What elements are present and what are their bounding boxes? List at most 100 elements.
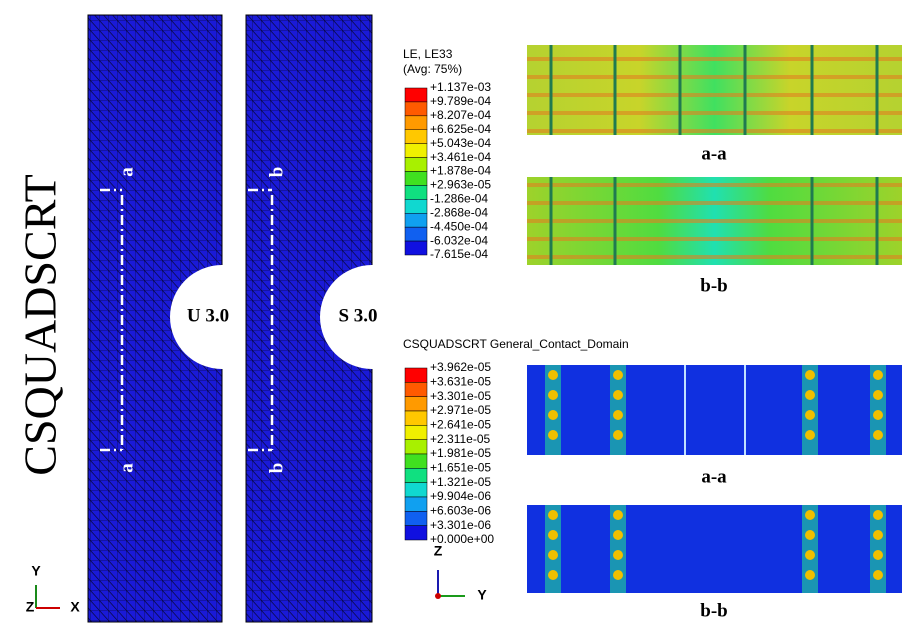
- mesh-panel: S 3.0 b b: [245, 14, 424, 623]
- color-band: [404, 143, 428, 158]
- hot-spot: [873, 550, 883, 560]
- legend-label: +2.971e-05: [430, 403, 491, 417]
- legend-label: +6.625e-04: [430, 122, 491, 136]
- legend-label: -1.286e-04: [430, 192, 488, 206]
- hot-spot: [548, 510, 558, 520]
- contour-plot: a-a b-b: [527, 365, 902, 621]
- hot-spot: [613, 550, 623, 560]
- hot-spot: [805, 430, 815, 440]
- color-band: [404, 115, 428, 131]
- color-band: [404, 396, 428, 412]
- hot-band: [610, 505, 626, 593]
- axis-label: Z: [26, 599, 35, 615]
- hot-spots: [545, 365, 886, 593]
- legend-label: +9.904e-06: [430, 489, 491, 503]
- legend-label: +5.043e-04: [430, 136, 491, 150]
- color-bar: +1.137e-03+9.789e-04+8.207e-04+6.625e-04…: [404, 80, 491, 261]
- section-label: b-b: [700, 600, 727, 621]
- legend-title: LE, LE33: [403, 47, 453, 61]
- hot-spot: [613, 390, 623, 400]
- legend-label: +3.461e-04: [430, 150, 491, 164]
- hot-spot: [873, 510, 883, 520]
- legend-label: -4.450e-04: [430, 219, 488, 233]
- section-label: a-a: [701, 466, 727, 487]
- color-band: [404, 525, 428, 541]
- color-band: [404, 101, 428, 117]
- legend-label: +0.000e+00: [430, 532, 494, 546]
- color-band: [404, 482, 428, 498]
- color-band: [404, 226, 428, 242]
- hot-spot: [873, 430, 883, 440]
- hot-band: [545, 505, 561, 593]
- color-band: [404, 213, 428, 228]
- panel-label: S 3.0: [338, 305, 377, 326]
- legend-label: +3.962e-05: [430, 360, 491, 374]
- hot-spot: [613, 570, 623, 580]
- side-label: CSQUADSCRT: [15, 174, 66, 475]
- color-band: [404, 468, 428, 483]
- section-mark: b: [266, 463, 287, 474]
- legend-label: +2.641e-05: [430, 418, 491, 432]
- legend-label: -7.615e-04: [430, 247, 488, 261]
- color-band: [404, 129, 428, 144]
- legend-label: +2.963e-05: [430, 178, 491, 192]
- axis-label: Y: [477, 587, 487, 603]
- legend-title: CSQUADSCRT General_Contact_Domain: [403, 337, 629, 351]
- section-label: b-b: [700, 275, 727, 296]
- legend-label: +1.878e-04: [430, 164, 491, 178]
- color-band: [404, 511, 428, 526]
- color-band: [404, 87, 428, 103]
- hot-spot: [805, 570, 815, 580]
- hot-spot: [873, 390, 883, 400]
- legend-label: +8.207e-04: [430, 108, 491, 122]
- hot-spot: [873, 570, 883, 580]
- color-band: [404, 453, 428, 469]
- color-band: [404, 410, 428, 426]
- hot-band: [870, 505, 886, 593]
- color-band: [404, 171, 428, 186]
- axis-label: Y: [31, 563, 41, 579]
- color-band: [404, 240, 428, 256]
- hot-spot: [613, 370, 623, 380]
- legend-label: +9.789e-04: [430, 94, 491, 108]
- legend-label: +1.651e-05: [430, 461, 491, 475]
- hot-spot: [613, 530, 623, 540]
- axis-label: Z: [434, 543, 443, 559]
- legend-label: +3.301e-05: [430, 389, 491, 403]
- hot-spot: [613, 410, 623, 420]
- color-band: [404, 157, 428, 172]
- color-band: [404, 382, 428, 397]
- section-label: a-a: [701, 143, 727, 164]
- legend-label: +6.603e-06: [430, 504, 491, 518]
- hot-spot: [805, 370, 815, 380]
- color-band: [404, 439, 428, 455]
- color-band: [404, 496, 428, 512]
- hot-spot: [805, 550, 815, 560]
- hot-spot: [805, 410, 815, 420]
- hot-spot: [873, 370, 883, 380]
- axis-triad: Z Y: [434, 543, 488, 603]
- hot-spot: [548, 550, 558, 560]
- section-mark: b: [266, 167, 287, 178]
- section-mark: a: [116, 463, 137, 473]
- color-band: [404, 425, 428, 440]
- legend-label: +3.301e-06: [430, 518, 491, 532]
- color-band: [404, 199, 428, 214]
- color-bar: +3.962e-05+3.631e-05+3.301e-05+2.971e-05…: [404, 360, 494, 546]
- legend-label: -6.032e-04: [430, 233, 488, 247]
- legend-label: +1.981e-05: [430, 446, 491, 460]
- hot-spot: [548, 390, 558, 400]
- contour-plot: a-a b-b: [527, 45, 902, 296]
- hot-spot: [548, 410, 558, 420]
- color-band: [404, 367, 428, 383]
- color-band: [404, 185, 428, 200]
- legend-title: (Avg: 75%): [403, 62, 462, 76]
- hot-spot: [805, 510, 815, 520]
- hot-spot: [613, 510, 623, 520]
- legend-label: -2.868e-04: [430, 205, 488, 219]
- hot-spot: [548, 530, 558, 540]
- legend-label: +1.137e-03: [430, 80, 491, 94]
- legend-label: +2.311e-05: [430, 432, 490, 446]
- hot-spot: [873, 530, 883, 540]
